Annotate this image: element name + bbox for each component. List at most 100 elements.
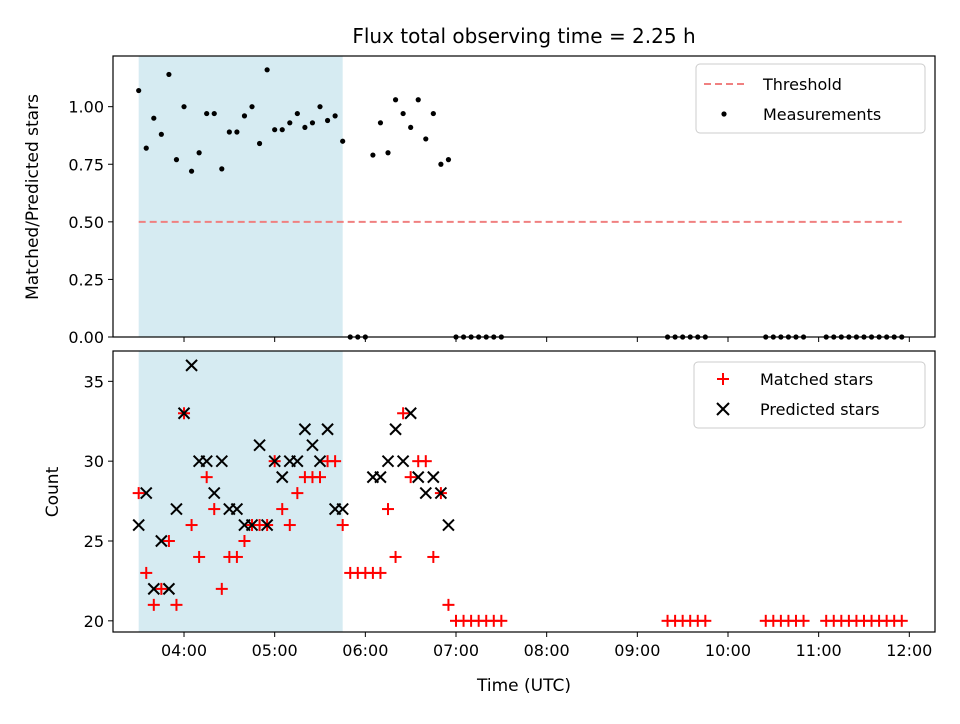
measurement-point bbox=[370, 152, 376, 158]
measurement-point bbox=[287, 120, 293, 126]
measurement-point bbox=[408, 124, 414, 131]
measurement-point bbox=[143, 145, 149, 151]
top-ytick-label: 0.75 bbox=[68, 155, 104, 174]
bottom-legend-box bbox=[693, 361, 926, 429]
measurement-point bbox=[256, 140, 263, 147]
measurement-point bbox=[377, 120, 384, 126]
predicted-star-point bbox=[132, 518, 145, 532]
matched-star-point bbox=[427, 550, 440, 563]
top-legend: Threshold Measurements bbox=[695, 63, 926, 134]
measurement-point bbox=[151, 115, 157, 121]
chart-title: Flux total observing time = 2.25 h bbox=[352, 24, 695, 48]
predicted-star-point bbox=[336, 502, 349, 516]
predicted-star-point bbox=[245, 518, 259, 532]
matched-star-point bbox=[132, 487, 145, 500]
bottom-legend: Matched stars Predicted stars bbox=[693, 361, 926, 429]
top-yticks: 0.00 0.25 0.50 0.75 1.00 bbox=[68, 98, 113, 347]
measurement-point bbox=[204, 110, 210, 117]
predicted-star-point bbox=[381, 454, 395, 468]
measurement-point bbox=[430, 110, 436, 117]
measurement-point bbox=[415, 97, 421, 103]
legend-threshold-label: Threshold bbox=[762, 75, 842, 94]
top-ytick-label: 0.00 bbox=[68, 328, 104, 347]
matched-star-point bbox=[382, 503, 395, 516]
top-xticks bbox=[183, 337, 910, 342]
measurement-point bbox=[264, 67, 270, 73]
top-ytick-label: 0.50 bbox=[68, 213, 104, 232]
measurement-point bbox=[166, 71, 172, 78]
predicted-star-point bbox=[200, 454, 213, 468]
xtick-label: 10:00 bbox=[705, 641, 751, 660]
measurement-point bbox=[241, 113, 248, 119]
legend-measurements-label: Measurements bbox=[763, 105, 881, 124]
matched-star-point bbox=[185, 519, 198, 532]
predicted-star-point bbox=[389, 423, 402, 436]
bottom-predicted-layer bbox=[132, 359, 455, 596]
matched-star-point bbox=[215, 582, 228, 595]
measurement-point bbox=[173, 157, 180, 163]
xtick-label: 09:00 bbox=[614, 641, 660, 660]
measurement-point bbox=[226, 129, 232, 135]
predicted-star-point bbox=[298, 423, 312, 436]
measurement-point bbox=[249, 104, 255, 110]
top-y-axis-label: Matched/Predicted stars bbox=[23, 94, 43, 300]
measurement-point bbox=[423, 136, 429, 142]
top-axes-frame bbox=[112, 55, 936, 338]
measurement-point bbox=[340, 138, 346, 144]
measurement-point bbox=[188, 168, 195, 174]
matched-star-point bbox=[419, 455, 432, 468]
legend-predicted-swatch bbox=[716, 402, 730, 416]
matched-star-point bbox=[155, 582, 168, 595]
predicted-star-point bbox=[162, 582, 176, 596]
matched-star-point bbox=[276, 503, 289, 516]
legend-measurements-swatch bbox=[721, 111, 727, 117]
predicted-star-point bbox=[253, 438, 266, 452]
measurement-point bbox=[272, 127, 278, 133]
predicted-star-point bbox=[208, 486, 221, 500]
legend-predicted-label: Predicted stars bbox=[760, 400, 880, 419]
matched-star-point bbox=[895, 614, 908, 627]
matched-star-point bbox=[699, 614, 712, 627]
bottom-y-axis-label: Count bbox=[43, 466, 63, 517]
predicted-star-point bbox=[434, 486, 448, 500]
measurement-point bbox=[181, 104, 187, 110]
bottom-panel: 04:00 05:00 06:00 07:00 08:00 09:00 10:00 11:00… bbox=[43, 350, 936, 696]
measurement-point bbox=[438, 161, 444, 167]
xtick-label: 12:00 bbox=[886, 641, 932, 660]
measurement-point bbox=[279, 127, 285, 133]
top-panel: 0.00 0.25 0.50 0.75 1.00 Flux total observin… bbox=[23, 24, 936, 347]
bottom-ytick-label: 25 bbox=[84, 532, 104, 551]
top-ytick-label: 0.25 bbox=[68, 270, 104, 289]
predicted-star-point bbox=[147, 582, 161, 596]
matched-star-point bbox=[193, 550, 206, 563]
matched-star-point bbox=[397, 407, 410, 420]
xtick-label: 07:00 bbox=[433, 641, 479, 660]
measurement-point bbox=[158, 131, 164, 137]
legend-matched-swatch bbox=[717, 373, 729, 385]
predicted-star-point bbox=[396, 454, 410, 468]
matched-star-point bbox=[147, 598, 160, 611]
matched-star-point bbox=[442, 598, 455, 611]
bottom-ytick-label: 35 bbox=[84, 372, 104, 391]
predicted-star-point bbox=[291, 454, 304, 468]
measurement-point bbox=[234, 129, 240, 135]
predicted-star-point bbox=[215, 454, 229, 468]
matched-star-point bbox=[389, 550, 402, 563]
measurement-point bbox=[196, 150, 202, 156]
matched-star-point bbox=[162, 534, 175, 547]
predicted-star-point bbox=[321, 423, 334, 436]
xtick-label: 06:00 bbox=[342, 641, 388, 660]
predicted-star-point bbox=[442, 518, 455, 532]
predicted-star-point bbox=[313, 454, 327, 468]
predicted-star-point bbox=[374, 470, 387, 484]
matched-star-point bbox=[230, 550, 243, 563]
xtick-label: 05:00 bbox=[252, 641, 298, 660]
predicted-star-point bbox=[268, 454, 281, 468]
measurement-point bbox=[400, 110, 406, 117]
predicted-star-point bbox=[404, 407, 417, 420]
predicted-star-point bbox=[185, 359, 198, 372]
matched-star-point bbox=[208, 503, 221, 516]
measurement-point bbox=[309, 120, 316, 126]
matched-star-point bbox=[314, 471, 327, 484]
